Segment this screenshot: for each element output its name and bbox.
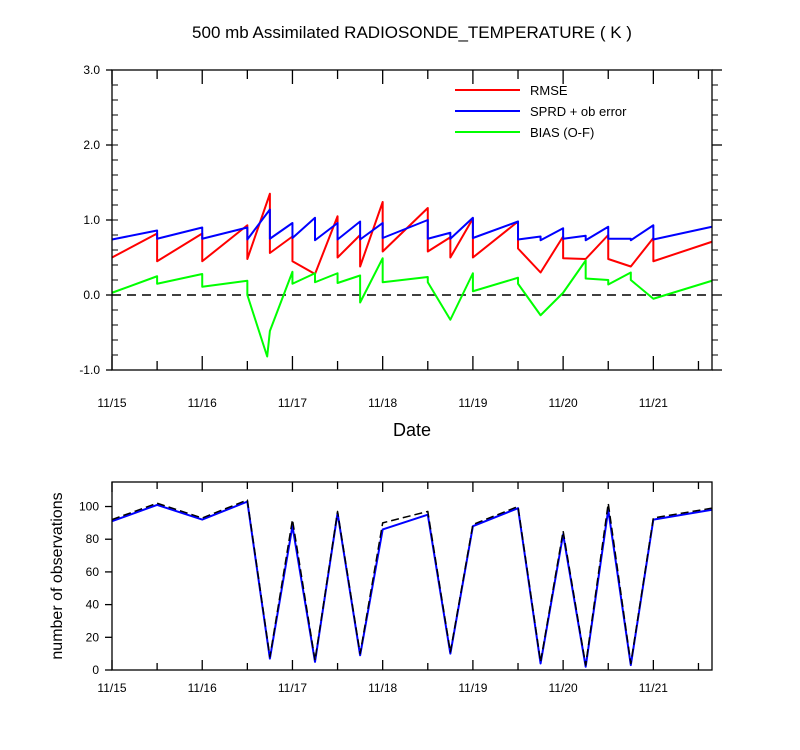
legend-label-sprd: SPRD + ob error — [530, 104, 627, 119]
bottom-series-assimilated — [111, 500, 713, 668]
bottom-x-tick-label: 11/18 — [368, 681, 397, 695]
legend-label-rmse: RMSE — [530, 83, 568, 98]
top-x-tick-label: 11/19 — [458, 396, 487, 410]
bottom-x-tick-label: 11/17 — [278, 681, 307, 695]
bottom-y-tick-label: 100 — [79, 500, 99, 514]
top-x-tick-label: 11/20 — [549, 396, 578, 410]
bottom-series-group — [111, 499, 713, 668]
y-axis-label-observations: number of observations — [49, 492, 66, 659]
top-x-tick-label: 11/17 — [278, 396, 307, 410]
top-y-tick-label: 2.0 — [83, 138, 100, 152]
legend-label-bias: BIAS (O-F) — [530, 125, 594, 140]
bottom-x-tick-label: 11/15 — [97, 681, 126, 695]
top-x-tick-label: 11/15 — [97, 396, 126, 410]
chart-title: 500 mb Assimilated RADIOSONDE_TEMPERATUR… — [192, 23, 632, 42]
bottom-x-tick-label: 11/19 — [458, 681, 487, 695]
top-series-group — [111, 192, 713, 358]
bottom-x-tick-label: 11/16 — [188, 681, 217, 695]
top-x-tick-label: 11/18 — [368, 396, 397, 410]
top-x-tick-label: 11/21 — [639, 396, 668, 410]
bottom-axes: 11/15 11/16 11/17 11/18 11/19 11/20 11/21 0 20 40… — [79, 482, 700, 695]
bottom-y-tick-label: 60 — [86, 565, 100, 579]
bottom-y-tick-label: 0 — [92, 663, 99, 677]
top-x-tick-label: 11/16 — [188, 396, 217, 410]
top-series-sprd-ob-error — [111, 208, 713, 242]
top-y-tick-label: 1.0 — [83, 213, 100, 227]
bottom-panel: 11/15 11/16 11/17 11/18 11/19 11/20 11/21 0 20 40… — [49, 481, 713, 695]
top-axes: 11/15 11/16 11/17 11/18 11/19 11/20 11/21 -1.0 0… — [79, 63, 722, 410]
bottom-y-tick-label: 80 — [86, 532, 100, 546]
bottom-series-total — [111, 499, 713, 666]
x-axis-label: Date — [393, 420, 431, 440]
top-y-tick-label: -1.0 — [79, 363, 100, 377]
bottom-x-tick-label: 11/20 — [549, 681, 578, 695]
bottom-y-tick-label: 20 — [86, 630, 100, 644]
bottom-y-tick-label: 40 — [86, 598, 100, 612]
top-y-tick-label: 3.0 — [83, 63, 100, 77]
legend: RMSE SPRD + ob error BIAS (O-F) — [455, 83, 627, 140]
top-panel: 11/15 11/16 11/17 11/18 11/19 11/20 11/21 -1.0 0… — [79, 63, 722, 440]
bottom-plot-frame — [111, 481, 713, 671]
top-y-tick-label: 0.0 — [83, 288, 100, 302]
top-series-bias-o-f — [111, 257, 713, 358]
bottom-x-tick-label: 11/21 — [639, 681, 668, 695]
top-plot-frame — [111, 69, 713, 371]
